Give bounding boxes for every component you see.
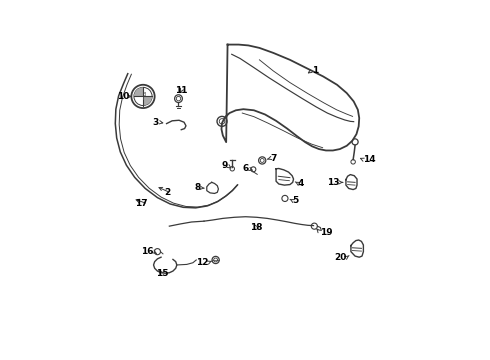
Text: 6: 6 [242,164,248,173]
Wedge shape [143,96,152,105]
Text: 4: 4 [298,179,304,188]
Text: 1: 1 [312,66,318,75]
Text: M: M [140,96,144,101]
Text: 8: 8 [195,183,201,192]
Text: 20: 20 [334,253,347,262]
Text: 16: 16 [141,247,153,256]
Text: 5: 5 [293,196,299,205]
Text: 19: 19 [320,228,333,237]
Text: 11: 11 [175,86,188,95]
Text: 9: 9 [221,161,227,170]
Text: 17: 17 [135,199,148,208]
Text: 15: 15 [156,269,168,278]
Text: 14: 14 [364,155,376,164]
Wedge shape [134,87,143,96]
Text: 7: 7 [270,154,277,163]
Text: 10: 10 [117,92,130,101]
Text: 18: 18 [250,223,262,232]
Text: 2: 2 [165,188,171,197]
Text: 12: 12 [196,258,209,267]
Text: 13: 13 [327,178,340,187]
Text: 3: 3 [153,118,159,127]
Text: B: B [143,92,146,97]
